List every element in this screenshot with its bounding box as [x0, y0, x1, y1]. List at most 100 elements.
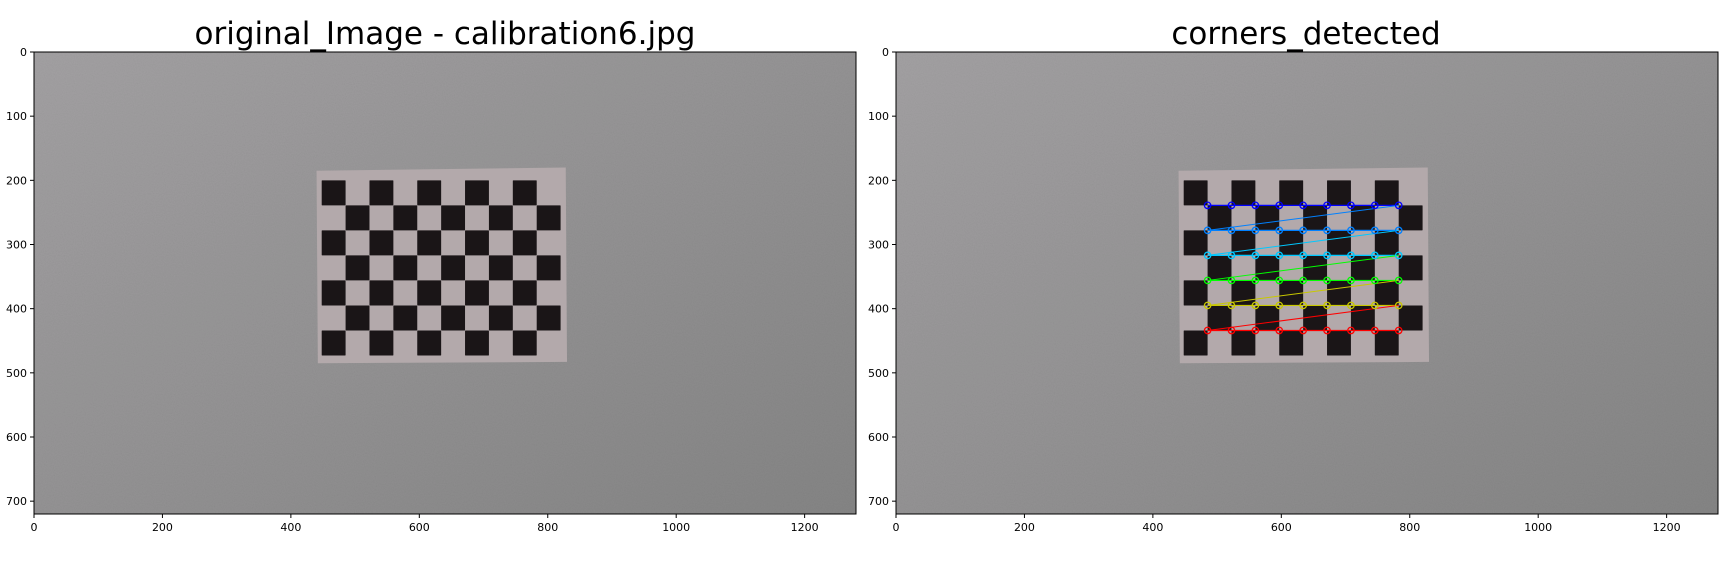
y-tick-label: 400: [868, 303, 889, 316]
corner-point: [1275, 276, 1284, 285]
checker-square: [321, 180, 346, 206]
corner-point: [1370, 226, 1379, 235]
checker-square: [536, 305, 561, 331]
checker-square: [1398, 305, 1423, 331]
corner-link-line: [1207, 254, 1399, 281]
checker-square: [369, 230, 394, 256]
axes-frame: [895, 51, 1719, 515]
corner-point: [1299, 301, 1307, 310]
checker-square: [1183, 230, 1208, 256]
corner-point: [1323, 301, 1331, 310]
corner-point: [1227, 301, 1236, 310]
corner-point: [1203, 301, 1212, 310]
corner-point: [1227, 251, 1236, 260]
checker-square: [1350, 205, 1375, 231]
corner-point: [1323, 276, 1331, 285]
checker-square: [1255, 205, 1280, 231]
corner-point: [1394, 251, 1403, 260]
y-tick-label: 100: [868, 110, 889, 123]
checker-square: [321, 280, 346, 306]
checker-square: [1398, 205, 1423, 231]
corner-point: [1394, 201, 1403, 210]
corner-point: [1299, 276, 1307, 285]
corner-link-line: [1207, 304, 1399, 331]
x-tick-label: 400: [280, 521, 301, 534]
corner-point: [1203, 226, 1212, 235]
image-panel-original: 0 200 400 600 800 1000 1200 0 100 200 300 400 500 600…: [6, 46, 857, 534]
corner-point: [1275, 326, 1284, 335]
checker-square: [1279, 280, 1304, 306]
panel-title-original: original_Image - calibration6.jpg: [194, 16, 696, 52]
x-tick-label: 1200: [791, 521, 819, 534]
checker-square: [1183, 330, 1208, 356]
checker-square: [1374, 180, 1399, 206]
checker-square: [393, 305, 418, 331]
checker-square: [1231, 280, 1256, 306]
checker-square: [1350, 305, 1375, 331]
checker-square: [465, 330, 489, 356]
corner-point: [1347, 276, 1355, 285]
x-tick-label: 800: [537, 521, 558, 534]
checker-square: [488, 255, 513, 281]
x-tick-label: 0: [893, 521, 900, 534]
checker-square: [441, 205, 466, 231]
checker-square: [393, 205, 418, 231]
checker-square: [1183, 280, 1208, 306]
checker-square: [369, 330, 394, 356]
checker-square: [1207, 205, 1232, 231]
checkerboard-squares: [1183, 180, 1423, 356]
checker-square: [1255, 305, 1280, 331]
corner-point: [1370, 301, 1379, 310]
checker-square: [321, 230, 346, 256]
corner-overlay: [1203, 201, 1403, 335]
y-tick-label: 200: [6, 174, 27, 187]
y-tick-label: 0: [20, 46, 27, 59]
y-tick-label: 600: [6, 431, 27, 444]
checker-square: [1279, 180, 1304, 206]
corner-point: [1323, 201, 1331, 210]
corner-point: [1227, 201, 1236, 210]
checker-square: [1327, 230, 1351, 256]
corner-point: [1251, 301, 1260, 310]
corner-link-line: [1207, 229, 1399, 256]
checker-square: [1231, 180, 1256, 206]
corner-link-line: [1207, 279, 1399, 306]
checker-square: [1183, 180, 1208, 206]
corner-link-line: [1207, 204, 1399, 231]
y-tick-label: 200: [868, 174, 889, 187]
checker-square: [1398, 255, 1423, 281]
corner-point: [1299, 326, 1307, 335]
x-tick-label: 800: [1399, 521, 1420, 534]
checker-square: [441, 305, 466, 331]
corner-point: [1370, 276, 1379, 285]
x-tick-label: 1200: [1653, 521, 1681, 534]
corner-point: [1347, 301, 1355, 310]
x-tick-label: 0: [31, 521, 38, 534]
image-panel-corners: 0 200 400 600 800 1000 1200 0 100 200 300 400 500 600…: [868, 46, 1719, 534]
checker-square: [488, 205, 513, 231]
corner-point: [1203, 276, 1212, 285]
corner-point: [1203, 201, 1212, 210]
y-tick-label: 600: [868, 431, 889, 444]
checker-square: [1350, 255, 1375, 281]
x-tick-label: 1000: [1524, 521, 1552, 534]
checker-square: [1279, 230, 1304, 256]
corner-point: [1347, 251, 1355, 260]
corner-point: [1347, 201, 1355, 210]
checker-square: [1231, 230, 1256, 256]
checker-square: [465, 180, 489, 206]
corner-point: [1299, 226, 1307, 235]
checker-square: [1303, 205, 1328, 231]
checker-square: [512, 180, 537, 206]
corner-point: [1251, 201, 1260, 210]
corner-point: [1347, 326, 1355, 335]
y-tick-label: 300: [6, 239, 27, 252]
checker-square: [1255, 255, 1280, 281]
x-tick-label: 600: [409, 521, 430, 534]
checker-square: [1327, 280, 1351, 306]
y-tick-label: 100: [6, 110, 27, 123]
corner-point: [1275, 251, 1284, 260]
checker-square: [1207, 255, 1232, 281]
checker-square: [1231, 330, 1256, 356]
corner-point: [1370, 326, 1379, 335]
